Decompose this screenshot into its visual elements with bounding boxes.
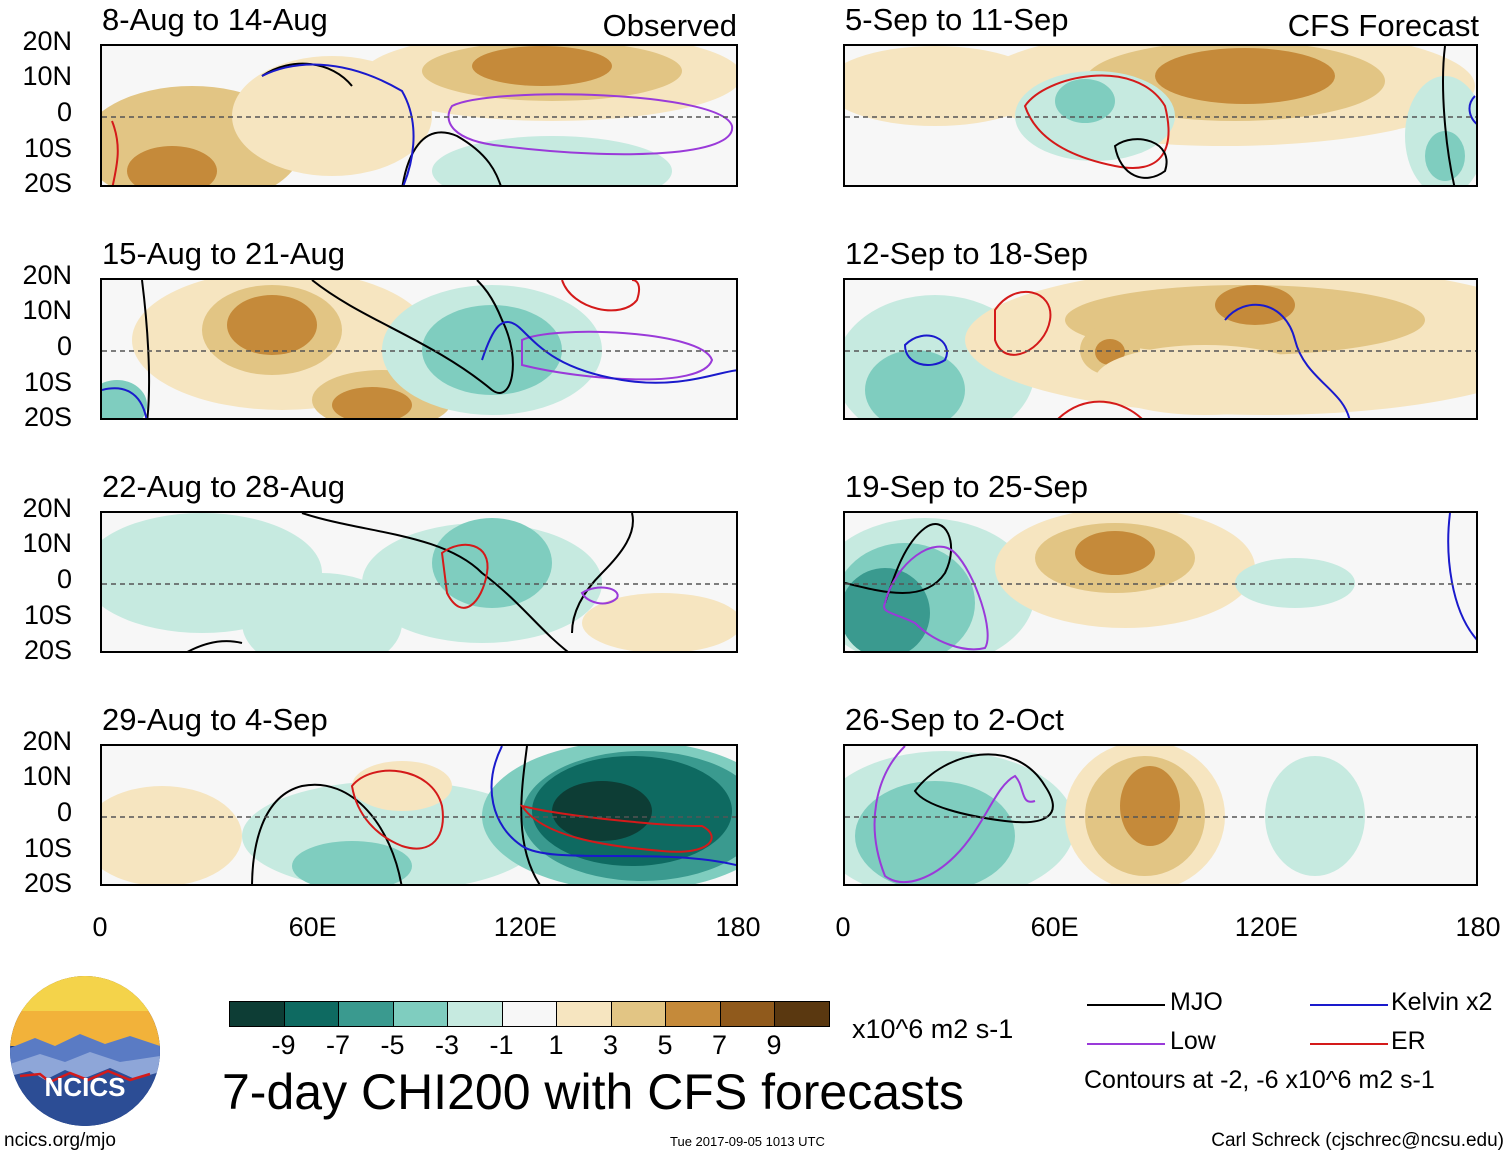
lon-label-right-60e: 60E <box>1030 912 1079 942</box>
lat-label-4-20n: 20N <box>22 726 72 756</box>
colorbar-swatch <box>610 1001 666 1027</box>
colorbar-swatch <box>338 1001 394 1027</box>
lat-label-4-10s: 10S <box>23 833 72 863</box>
lon-label-left-180: 180 <box>715 912 761 942</box>
colorbar-swatch <box>447 1001 503 1027</box>
colorbar-swatch <box>229 1001 285 1027</box>
lat-label-3-20n: 20N <box>22 493 72 523</box>
map-panel-1 <box>100 44 738 187</box>
colorbar-swatch <box>392 1001 448 1027</box>
map-panel-6 <box>843 511 1478 653</box>
panel-tag-cfs-forecast: CFS Forecast <box>1287 8 1479 43</box>
lat-label-4-0: 0 <box>56 797 72 827</box>
lat-label-1-20n: 20N <box>22 26 72 56</box>
map-panel-2 <box>843 44 1478 187</box>
ncics-logo: NCICS <box>10 976 160 1126</box>
panel-title-2: 5-Sep to 11-Sep <box>845 2 1069 37</box>
colorbar-tick-label: -3 <box>434 1030 459 1060</box>
panel-title-6: 19-Sep to 25-Sep <box>845 469 1089 504</box>
footer-timestamp: Tue 2017-09-05 1013 UTC <box>670 1134 825 1149</box>
contours-note: Contours at -2, -6 x10^6 m2 s-1 <box>1084 1066 1435 1094</box>
colorbar-swatch <box>556 1001 612 1027</box>
lat-label-1-0: 0 <box>56 97 72 127</box>
lat-label-2-10n: 10N <box>22 295 72 325</box>
legend-kelvin-label: Kelvin x2 <box>1391 988 1493 1016</box>
colorbar-units: x10^6 m2 s-1 <box>852 1014 1014 1044</box>
colorbar-tick-label: -7 <box>325 1030 350 1060</box>
colorbar-tick-label: 9 <box>766 1030 782 1060</box>
legend-mjo-label: MJO <box>1170 988 1223 1016</box>
lat-label-1-10s: 10S <box>23 133 72 163</box>
colorbar-swatch <box>501 1001 557 1027</box>
panel-tag-observed: Observed <box>602 8 737 43</box>
legend-er-label: ER <box>1391 1027 1426 1055</box>
colorbar-swatch <box>665 1001 721 1027</box>
footer-url[interactable]: ncics.org/mjo <box>4 1130 116 1151</box>
panel-title-5: 22-Aug to 28-Aug <box>102 469 346 504</box>
lat-label-4-20s: 20S <box>23 868 72 898</box>
lat-label-1-10n: 10N <box>22 61 72 91</box>
panel-title-3: 15-Aug to 21-Aug <box>102 236 346 271</box>
legend-kelvin-line <box>1310 1004 1388 1006</box>
lat-label-2-20s: 20S <box>23 402 72 432</box>
colorbar-tick-label: 1 <box>548 1030 564 1060</box>
lat-label-3-10s: 10S <box>23 600 72 630</box>
logo-text: NCICS <box>44 1072 126 1102</box>
lon-label-left-120e: 120E <box>493 912 557 942</box>
panel-title-8: 26-Sep to 2-Oct <box>845 702 1064 737</box>
colorbar-swatch <box>719 1001 775 1027</box>
lat-label-1-20s: 20S <box>23 168 72 198</box>
lon-label-left-60e: 60E <box>288 912 337 942</box>
map-panel-8 <box>843 744 1478 886</box>
lat-label-2-10s: 10S <box>23 367 72 397</box>
lon-label-right-120e: 120E <box>1234 912 1298 942</box>
lat-label-2-0: 0 <box>56 331 72 361</box>
lat-label-3-0: 0 <box>56 564 72 594</box>
panel-title-1: 8-Aug to 14-Aug <box>102 2 328 37</box>
colorbar-tick-label: 5 <box>657 1030 673 1060</box>
colorbar-tick-label: -1 <box>489 1030 514 1060</box>
colorbar-tick-label: -9 <box>271 1030 296 1060</box>
lon-label-left-0: 0 <box>92 912 108 942</box>
lat-label-2-20n: 20N <box>22 260 72 290</box>
legend-low-line <box>1087 1043 1165 1045</box>
colorbar-swatch <box>774 1001 830 1027</box>
map-panel-7 <box>100 744 738 886</box>
panel-title-4: 12-Sep to 18-Sep <box>845 236 1089 271</box>
lat-label-3-10n: 10N <box>22 528 72 558</box>
map-panel-4 <box>843 278 1478 420</box>
colorbar-tick-label: -5 <box>380 1030 405 1060</box>
legend-mjo-line <box>1087 1004 1165 1006</box>
colorbar-tick-label: 3 <box>602 1030 619 1060</box>
footer-author: Carl Schreck (cjschrec@ncsu.edu) <box>1211 1130 1504 1151</box>
map-panel-5 <box>100 511 738 653</box>
colorbar-swatch <box>283 1001 339 1027</box>
map-panel-3 <box>100 278 738 420</box>
lon-label-right-0: 0 <box>835 912 851 942</box>
lat-label-3-20s: 20S <box>23 635 72 665</box>
legend-low-label: Low <box>1170 1027 1216 1055</box>
panel-title-7: 29-Aug to 4-Sep <box>102 702 328 737</box>
colorbar-tick-label: 7 <box>711 1030 728 1060</box>
legend-er-line <box>1310 1043 1388 1045</box>
lon-label-right-180: 180 <box>1455 912 1501 942</box>
figure-title: 7-day CHI200 with CFS forecasts <box>222 1064 964 1120</box>
lat-label-4-10n: 10N <box>22 761 72 791</box>
